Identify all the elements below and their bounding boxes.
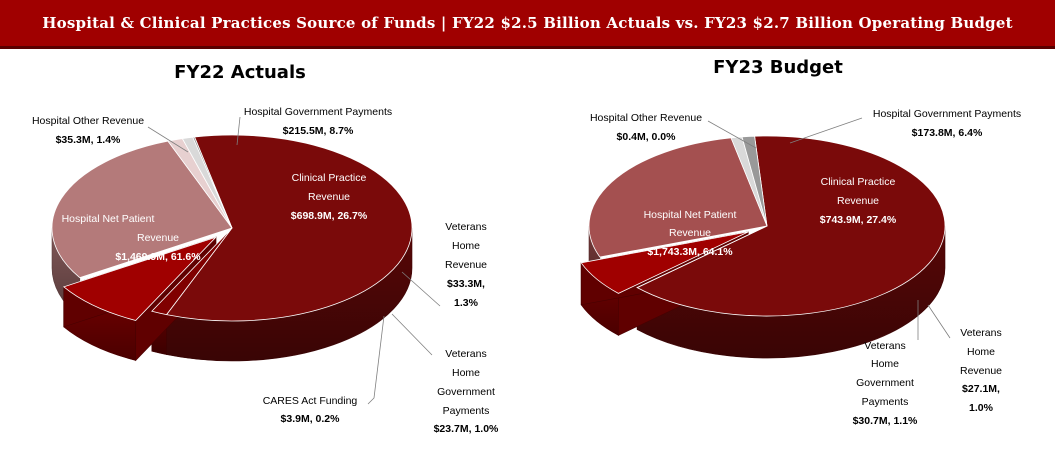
slice-label-veterans-home-government-payments: Veterans Home Government Payments <box>856 340 914 408</box>
chart-title-fy23: FY23 Budget <box>713 57 843 78</box>
leader-line-veterans-home-government-payments <box>391 313 433 356</box>
slice-hospital-government-payments <box>62 236 217 321</box>
slice-label-hospital-net-patient-revenue: Hospital Net Patient Revenue <box>62 213 180 244</box>
labels-fy23: Hospital Net Patient Revenue $1,743.3M, 64… <box>590 108 1021 427</box>
slice-value-veterans-home-revenue: $27.1M, 1.0% <box>962 383 1000 414</box>
leader-line-hospital-other-revenue <box>147 126 189 153</box>
slice-value-clinical-practice-revenue: $743.9M, 27.4% <box>820 214 897 226</box>
slice-hospital-net-patient-revenue <box>165 134 413 322</box>
slice-side-shade <box>166 228 412 362</box>
pie-fy23 <box>580 135 946 359</box>
slice-value-hospital-government-payments: $173.8M, 6.4% <box>912 127 983 139</box>
chart-fy23: FY23 Budget Hospital Net Patient Revenue $… <box>580 57 1021 427</box>
slice-label-clinical-practice-revenue: Clinical Practice Revenue <box>292 172 367 203</box>
leader-line-veterans-home-revenue <box>401 271 441 307</box>
slice-hospital-other-revenue <box>151 227 233 316</box>
slice-clinical-practice-revenue <box>51 140 233 279</box>
slice-label-hospital-government-payments: Hospital Government Payments <box>873 108 1021 120</box>
leader-line-hospital-government-payments <box>789 117 863 144</box>
slice-value-veterans-home-government-payments: $23.7M, 1.0% <box>434 423 499 435</box>
leader-line-hospital-other-revenue <box>707 120 757 149</box>
slice-label-veterans-home-revenue: Veterans Home Revenue <box>445 221 487 271</box>
slice-clinical-practice-revenue <box>588 137 768 258</box>
slice-cares-act-funding <box>192 136 233 229</box>
slice-label-cares-act-funding: CARES Act Funding <box>263 395 358 407</box>
leader-line-cares-act-funding <box>367 315 385 405</box>
slice-label-hospital-net-patient-revenue: Hospital Net Patient Revenue <box>644 209 737 239</box>
slice-side-shade <box>637 226 946 359</box>
slice-value-veterans-home-revenue: $33.3M, 1.3% <box>447 278 485 309</box>
chart-title-fy22: FY22 Actuals <box>174 62 306 83</box>
slice-label-veterans-home-government-payments: Veterans Home Government Payments <box>437 348 495 417</box>
banner-title: Hospital & Clinical Practices Source of … <box>42 14 1013 32</box>
slice-value-hospital-net-patient-revenue: $1,469.9M, 61.6% <box>115 251 201 263</box>
slice-label-clinical-practice-revenue: Clinical Practice Revenue <box>821 176 896 207</box>
leader-line-veterans-home-revenue <box>927 304 951 339</box>
chart-fy22: FY22 Actuals Hospital Net Patient Revenue… <box>32 62 499 435</box>
pie-fy22 <box>51 134 413 362</box>
slice-value-hospital-other-revenue: $0.4M, 0.0% <box>617 131 677 143</box>
slice-value-hospital-net-patient-revenue: $1,743.3M, 64.1% <box>647 246 733 258</box>
slice-label-hospital-government-payments: Hospital Government Payments <box>244 106 392 118</box>
slice-hospital-other-revenue <box>636 225 768 289</box>
labels-fy22: Hospital Net Patient Revenue $1,469.9M, 61… <box>32 106 499 435</box>
slice-value-cares-act-funding: $3.9M, 0.2% <box>281 413 341 425</box>
slice-hospital-government-payments <box>580 231 749 294</box>
slice-label-veterans-home-revenue: Veterans Home Revenue <box>960 327 1002 377</box>
slice-value-hospital-government-payments: $215.5M, 8.7% <box>283 125 354 137</box>
slice-value-hospital-other-revenue: $35.3M, 1.4% <box>56 134 121 146</box>
slice-value-clinical-practice-revenue: $698.9M, 26.7% <box>291 210 368 222</box>
slice-value-veterans-home-government-payments: $30.7M, 1.1% <box>853 415 918 427</box>
slice-label-hospital-other-revenue: Hospital Other Revenue <box>590 112 702 124</box>
leader-line-hospital-government-payments <box>236 116 241 146</box>
slice-hospital-net-patient-revenue <box>636 135 946 317</box>
title-banner: Hospital & Clinical Practices Source of … <box>0 0 1055 49</box>
slice-veterans-home-government-payments <box>741 135 768 227</box>
slice-label-hospital-other-revenue: Hospital Other Revenue <box>32 115 144 127</box>
